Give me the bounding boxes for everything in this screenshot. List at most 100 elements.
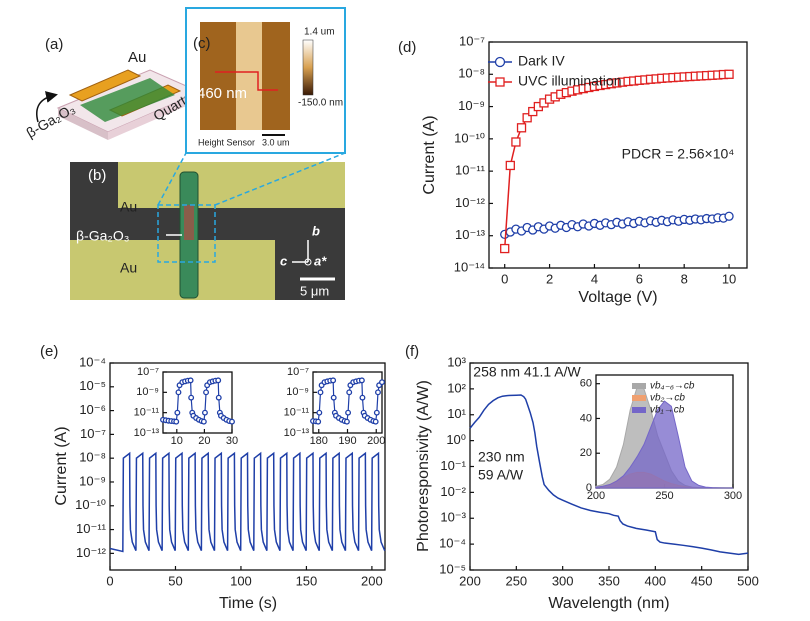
annotation: PDCR = 2.56×10⁴ <box>622 146 735 162</box>
y-tick-label: 10⁻¹¹ <box>76 521 107 536</box>
x-tick-label: 300 <box>724 490 742 502</box>
width-label: 460 nm <box>197 85 247 102</box>
y-tick-label: 10⁻⁸ <box>79 450 106 465</box>
colorbar-min: -150.0 nm <box>298 98 343 109</box>
y-tick-label: 10⁻¹³ <box>134 427 160 439</box>
y-tick-label: 10⁻¹¹ <box>134 407 160 419</box>
x-axis-title: Voltage (V) <box>578 289 657 306</box>
x-tick-label: 0 <box>501 271 508 286</box>
marker <box>511 137 521 147</box>
marker <box>724 211 734 221</box>
marker <box>330 394 337 401</box>
y-tick-label: 20 <box>580 447 592 459</box>
x-tick-label: 190 <box>338 435 356 447</box>
marker <box>203 389 210 396</box>
panel-label: (d) <box>398 39 416 56</box>
y-tick-label: 10⁻² <box>440 484 466 499</box>
marker <box>375 389 381 396</box>
panel-label: (a) <box>45 36 63 53</box>
marker <box>516 123 527 133</box>
y-axis-title: Photoresponsivity (A/W) <box>415 380 432 552</box>
marker <box>359 394 366 401</box>
y-tick-label: 0 <box>586 482 592 494</box>
x-tick-label: 10 <box>171 435 183 447</box>
y-tick-label: 10⁻¹⁰ <box>75 497 106 512</box>
y-tick-label: 10⁻¹³ <box>284 427 310 439</box>
panel-label: (f) <box>405 343 419 360</box>
x-tick-label: 350 <box>598 573 620 588</box>
series-line <box>469 394 749 556</box>
y-tick-label: 10⁻⁴ <box>79 354 106 369</box>
x-tick-label: 150 <box>296 573 318 588</box>
x-tick-label: 250 <box>505 573 527 588</box>
y-tick-label: 10⁻¹¹ <box>284 407 310 419</box>
marker <box>316 409 323 416</box>
axis-label: b <box>312 223 320 238</box>
marker <box>215 394 222 401</box>
y-tick-label: 10⁻⁷ <box>287 366 309 378</box>
panel-label: (e) <box>40 343 58 360</box>
marker <box>500 243 510 254</box>
x-tick-label: 0 <box>106 573 113 588</box>
marker <box>724 69 734 79</box>
y-tick-label: 10⁻⁵ <box>79 378 106 393</box>
scale-bar-label: 5 μm <box>300 283 329 298</box>
marker <box>330 377 337 384</box>
y-tick-label: 10⁻⁹ <box>79 473 106 488</box>
marker <box>346 389 353 396</box>
y-tick-label: 10¹ <box>447 406 466 421</box>
y-tick-label: 10⁻¹ <box>440 458 466 473</box>
electrode-label: Au <box>120 260 137 276</box>
x-tick-label: 100 <box>230 573 252 588</box>
x-tick-label: 300 <box>552 573 574 588</box>
y-tick-label: 10⁻⁹ <box>286 386 309 398</box>
y-tick-label: 10⁻⁹ <box>458 98 485 113</box>
y-tick-label: 10⁻⁹ <box>136 386 159 398</box>
y-tick-label: 10⁰ <box>446 432 466 447</box>
annotation: 230 nm <box>478 449 525 465</box>
y-axis-title: Current (A) <box>53 426 70 505</box>
x-tick-label: 6 <box>636 271 643 286</box>
marker <box>373 409 380 416</box>
y-tick-label: 10⁻¹² <box>455 195 486 210</box>
marker <box>345 409 352 416</box>
channel-label: Height Sensor <box>198 137 255 147</box>
legend-marker <box>494 56 506 68</box>
y-tick-label: 10⁻¹¹ <box>455 163 486 178</box>
marker <box>358 377 365 384</box>
legend-label: vb₁→cb <box>650 405 685 416</box>
y-tick-label: 10² <box>447 380 466 395</box>
legend-swatch <box>632 407 646 413</box>
afm-image <box>185 7 346 154</box>
marker <box>528 106 538 117</box>
x-tick-label: 250 <box>655 490 673 502</box>
series-line <box>109 451 386 553</box>
panel-label: (c) <box>193 35 211 52</box>
y-tick-label: 10⁻⁸ <box>458 66 485 81</box>
y-tick-label: 60 <box>580 378 592 390</box>
marker <box>173 418 180 425</box>
x-tick-label: 30 <box>226 435 238 447</box>
x-tick-label: 200 <box>361 573 383 588</box>
panel-label: (b) <box>88 167 106 184</box>
marker <box>215 377 222 384</box>
electrode-label: Au <box>120 199 137 215</box>
y-tick-label: 10⁻⁵ <box>439 561 466 576</box>
marker <box>200 418 207 425</box>
y-tick-label: 10⁻¹³ <box>455 227 486 242</box>
y-tick-label: 10⁻¹⁴ <box>454 259 485 274</box>
marker <box>372 418 379 425</box>
axis-label: a* <box>314 253 327 268</box>
marker <box>505 160 515 171</box>
series-area <box>595 400 733 489</box>
y-tick-label: 10⁻⁶ <box>79 402 106 417</box>
x-tick-label: 4 <box>591 271 598 286</box>
y-tick-label: 10⁻¹² <box>76 545 107 560</box>
x-tick-label: 20 <box>198 435 210 447</box>
x-tick-label: 2 <box>546 271 553 286</box>
y-tick-label: 10⁻¹⁰ <box>454 130 485 145</box>
annotation: 59 A/W <box>478 467 524 483</box>
x-tick-label: 400 <box>644 573 666 588</box>
